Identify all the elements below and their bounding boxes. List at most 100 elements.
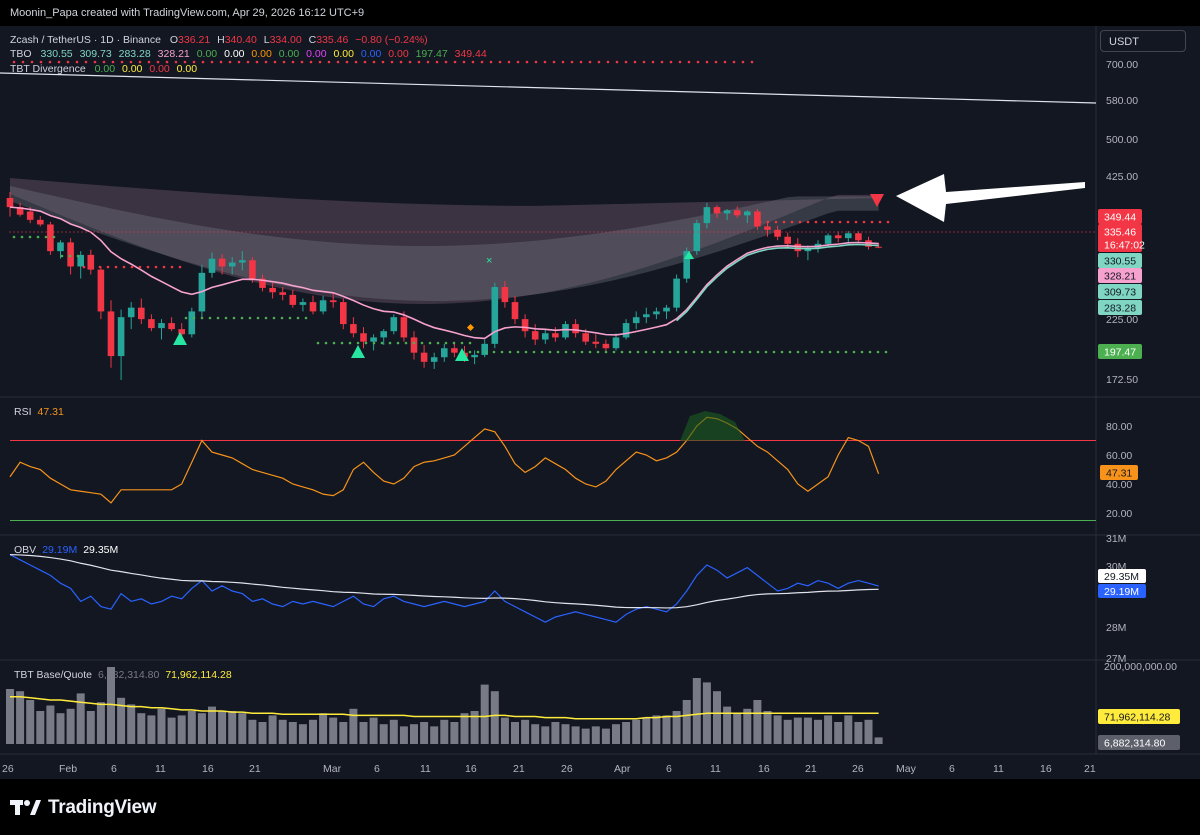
obv-line [9, 554, 879, 623]
candle [663, 307, 670, 312]
current-price-line [293, 231, 295, 233]
support-dot [870, 220, 874, 224]
current-price-line [1021, 231, 1023, 233]
current-price-line [197, 231, 199, 233]
support-dot [412, 341, 416, 345]
resistance-dot [255, 60, 259, 64]
volume-bar [66, 708, 75, 744]
support-dot [822, 220, 826, 224]
candle [350, 324, 357, 334]
price-tag-label: 328.21 [1104, 271, 1136, 283]
support-dot [740, 350, 744, 354]
current-price-line [117, 231, 119, 233]
legend-divergence[interactable]: TBT Divergence 0.00 0.00 0.00 0.00 [10, 63, 197, 75]
rsi-pane[interactable] [9, 411, 1096, 521]
resistance-dot [363, 60, 367, 64]
current-price-line [709, 231, 711, 233]
current-price-line [893, 231, 895, 233]
support-dot [772, 350, 776, 354]
current-price-line [981, 231, 983, 233]
candle [188, 311, 196, 335]
support-dot [852, 350, 856, 354]
currency-button[interactable]: USDT [1100, 30, 1186, 52]
resistance-dot [750, 60, 754, 64]
teal-ma-line [676, 243, 879, 322]
current-price-line [105, 231, 107, 233]
current-price-line [61, 231, 63, 233]
resistance-dot [264, 60, 268, 64]
legend-line-1[interactable]: Zcash / TetherUS · 1D · Binance O336.21 … [10, 34, 428, 46]
ema-line [9, 206, 879, 340]
support-dot [798, 220, 802, 224]
price-pane[interactable]: × [0, 60, 1097, 380]
tradingview-brand[interactable]: TradingView [10, 797, 157, 819]
current-price-line [149, 231, 151, 233]
chart-svg[interactable]: × 700.00 580.00 500.00 425.00 225.00 172.50 34… [0, 26, 1200, 779]
volume-bar [86, 711, 95, 744]
obv-smooth-line [9, 554, 879, 609]
obv-legend[interactable]: OBV 29.19M 29.35M [14, 544, 118, 556]
rsi-tag-label: 47.31 [1106, 468, 1132, 480]
current-price-line [157, 231, 159, 233]
resistance-dot [624, 60, 628, 64]
tbt-pane[interactable] [6, 667, 883, 744]
rsi-legend[interactable]: RSI 47.31 [14, 406, 64, 418]
time-axis-label: 6 [666, 763, 672, 775]
support-dot [82, 265, 86, 269]
volume-bar [420, 722, 429, 744]
current-price-line [1049, 231, 1051, 233]
current-price-line [9, 231, 11, 233]
resistance-dot [138, 60, 142, 64]
current-price-line [1005, 231, 1007, 233]
obv-tag2-bg [1098, 584, 1146, 598]
current-price-line [509, 231, 511, 233]
candle [87, 254, 95, 270]
resistance-dot [570, 60, 574, 64]
support-dot [232, 316, 236, 320]
support-dot [524, 350, 528, 354]
support-dot [396, 341, 400, 345]
candle [249, 260, 256, 279]
candle [491, 287, 499, 344]
annotation-arrow[interactable] [896, 174, 1085, 222]
current-price-line [745, 231, 747, 233]
candle [784, 236, 791, 244]
candle [875, 246, 882, 248]
time-axis-label: 11 [155, 763, 166, 775]
candle [713, 207, 721, 214]
current-price-line [905, 231, 907, 233]
volume-bar [662, 715, 671, 744]
resistance-dot [489, 60, 493, 64]
candle [178, 329, 185, 335]
candle [572, 324, 579, 334]
tbt-legend[interactable]: TBT Base/Quote 6,882,314.80 71,962,114.28 [14, 669, 232, 681]
time-axis-label: 16 [758, 763, 770, 775]
chart-area[interactable]: USDT × 700.00 580.00 500.00 425.00 225.00 172… [0, 26, 1200, 779]
current-price-line [209, 231, 211, 233]
current-price-line [53, 231, 55, 233]
time-axis-label: 16 [465, 763, 477, 775]
current-price-line [1081, 231, 1083, 233]
volume-bar [56, 713, 65, 744]
obv-pane[interactable] [9, 554, 879, 623]
current-price-line [809, 231, 811, 233]
legend-tbo[interactable]: TBO 330.55 309.73 283.28 328.21 0.00 0.0… [10, 48, 487, 60]
candle [643, 314, 650, 318]
volume-bar [127, 704, 136, 744]
support-dot [500, 350, 504, 354]
support-dot [774, 220, 778, 224]
current-price-line [1065, 231, 1067, 233]
current-price-line [57, 231, 59, 233]
candle [259, 278, 266, 288]
support-dot [588, 350, 592, 354]
time-axis-label: 11 [710, 763, 721, 775]
price-tag-bg [1098, 284, 1142, 299]
resistance-dot [309, 60, 313, 64]
current-price-line [237, 231, 239, 233]
volume-bar [26, 700, 35, 744]
rsi-tick-label: 60.00 [1106, 450, 1132, 462]
current-price-line [581, 231, 583, 233]
resistance-dot [669, 60, 673, 64]
candle [6, 197, 14, 208]
candle [622, 323, 630, 338]
